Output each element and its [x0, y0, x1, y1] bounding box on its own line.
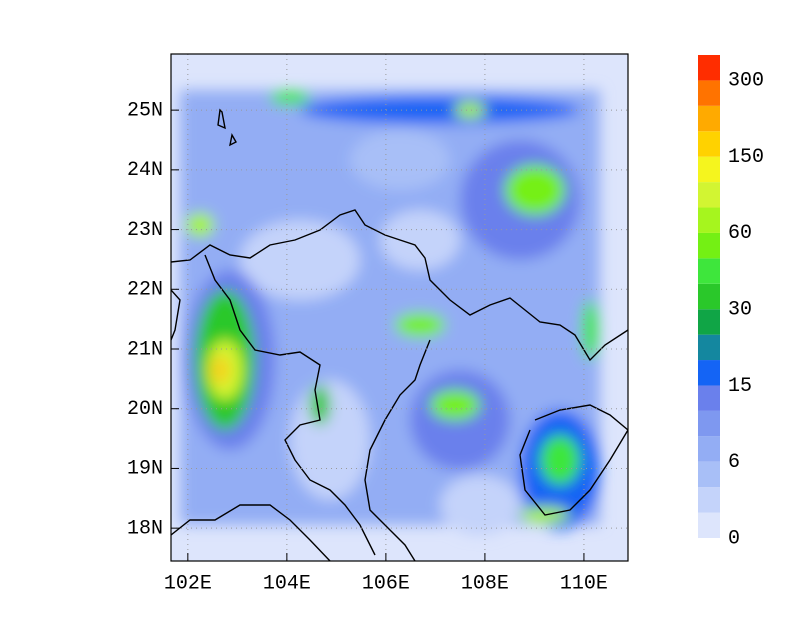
colorbar-box [698, 156, 720, 183]
colorbar-box [698, 487, 720, 513]
colorbar-label: 15 [728, 375, 752, 398]
y-tick-label: 24N [127, 159, 163, 182]
x-tick-label: 108E [461, 572, 509, 595]
precipitation-field [171, 54, 628, 561]
colorbar-box [698, 258, 720, 284]
colorbar-label: 30 [728, 298, 752, 321]
colorbar-box [698, 461, 720, 488]
x-tick-label: 106E [362, 572, 410, 595]
y-tick-label: 23N [127, 219, 163, 242]
coastlines-borders [171, 108, 628, 561]
colorbar-box [698, 309, 720, 335]
y-tick-label: 19N [127, 458, 163, 481]
colorbar-box [698, 182, 720, 208]
colorbar-label: 150 [728, 146, 764, 169]
colorbar-box [698, 207, 720, 233]
colorbar-label: 0 [728, 527, 740, 550]
axes: 102E 104E 106E 108E 110E 18N 19N 20N 21N 22N 23N 24… [127, 99, 608, 595]
y-tick-label: 18N [127, 517, 163, 540]
y-tick-label: 25N [127, 99, 163, 122]
colorbar-box [698, 334, 720, 361]
map-frame [170, 53, 629, 562]
x-tick-label: 104E [263, 572, 311, 595]
colorbar-box [698, 410, 720, 437]
colorbar-box [698, 360, 720, 386]
colorbar-box [698, 131, 720, 157]
colorbar-label: 60 [728, 222, 752, 245]
colorbar-label: 300 [728, 70, 764, 93]
graticule [171, 54, 628, 561]
colorbar-box [698, 232, 720, 259]
colorbar-box [698, 512, 720, 538]
y-tick-label: 21N [127, 338, 163, 361]
x-tick-label: 102E [164, 572, 212, 595]
colorbar-box [698, 105, 720, 132]
colorbar-box [698, 80, 720, 106]
y-tick-label: 20N [127, 398, 163, 421]
x-tick-label: 110E [560, 572, 608, 595]
colorbar-box [698, 385, 720, 411]
colorbar: 0 6 15 30 60 150 300 [698, 55, 764, 550]
colorbar-box [698, 436, 720, 462]
colorbar-box [698, 55, 720, 81]
colorbar-box [698, 283, 720, 310]
y-tick-label: 22N [127, 279, 163, 302]
colorbar-label: 6 [728, 451, 740, 474]
